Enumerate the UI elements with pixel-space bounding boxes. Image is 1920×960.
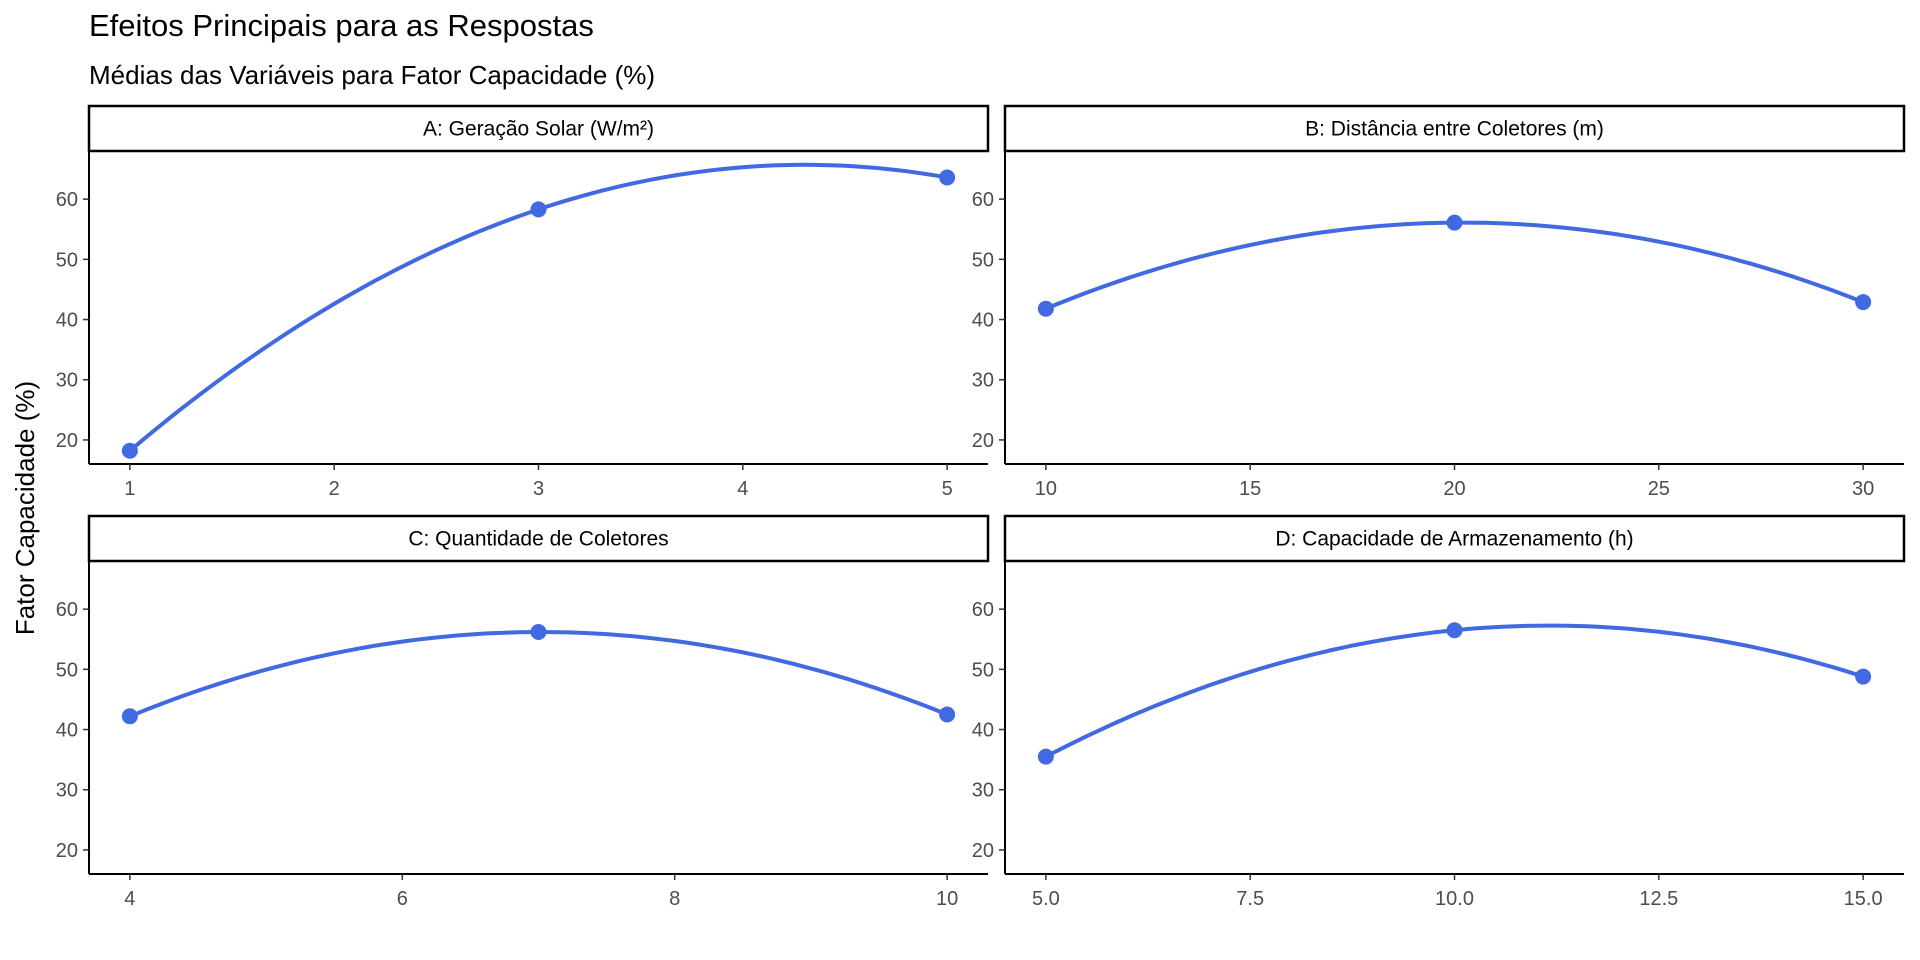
x-tick-label: 10 xyxy=(936,888,958,910)
data-point xyxy=(1446,214,1463,231)
y-tick-label: 30 xyxy=(56,370,78,392)
x-tick-label: 4 xyxy=(124,888,135,910)
y-tick-label: 40 xyxy=(972,720,994,742)
facet-panel: C: Quantidade de Coletores 20 30 40 50 60 4 6 8 1… xyxy=(56,514,990,910)
y-tick-label: 30 xyxy=(56,780,78,802)
data-point xyxy=(121,442,138,459)
x-tick-label: 30 xyxy=(1852,478,1874,500)
facet-strip xyxy=(1003,104,1906,153)
x-tick-label: 10 xyxy=(1035,478,1057,500)
y-tick-label: 40 xyxy=(56,310,78,332)
x-tick-label: 6 xyxy=(397,888,408,910)
x-tick-label: 20 xyxy=(1443,478,1465,500)
data-point xyxy=(1037,300,1054,317)
series-line xyxy=(129,630,948,719)
y-tick-label: 40 xyxy=(972,310,994,332)
x-tick-label: 2 xyxy=(329,478,340,500)
x-tick-label: 4 xyxy=(737,478,748,500)
data-point xyxy=(1855,668,1872,685)
x-tick-label: 15.0 xyxy=(1844,888,1883,910)
data-point xyxy=(530,201,547,218)
y-tick-label: 60 xyxy=(972,189,994,211)
x-tick-label: 1 xyxy=(124,478,135,500)
facet-strip xyxy=(87,514,990,563)
y-tick-label: 30 xyxy=(972,370,994,392)
x-tick-label: 10.0 xyxy=(1435,888,1474,910)
x-tick-label: 3 xyxy=(533,478,544,500)
y-axis-label: Fator Capacidade (%) xyxy=(10,381,40,635)
x-tick-label: 15 xyxy=(1239,478,1261,500)
facet-panel: A: Geração Solar (W/m²) 20 30 40 50 60 1 2 3 4 5 xyxy=(56,104,990,500)
y-tick-label: 50 xyxy=(972,659,994,681)
x-tick-label: 5 xyxy=(942,478,953,500)
facet-panel: B: Distância entre Coletores (m) 20 30 40 50… xyxy=(972,104,1906,500)
x-tick-label: 12.5 xyxy=(1639,888,1678,910)
y-tick-label: 60 xyxy=(56,189,78,211)
y-tick-label: 60 xyxy=(972,599,994,621)
facet-title: C: Quantidade de Coletores xyxy=(408,528,668,551)
x-tick-label: 7.5 xyxy=(1236,888,1264,910)
data-point xyxy=(1855,294,1872,311)
data-point xyxy=(1446,622,1463,639)
facet-title: B: Distância entre Coletores (m) xyxy=(1305,118,1604,141)
data-point xyxy=(1037,748,1054,765)
facet-title: A: Geração Solar (W/m²) xyxy=(423,118,654,141)
x-tick-label: 8 xyxy=(669,888,680,910)
y-tick-label: 60 xyxy=(56,599,78,621)
y-tick-label: 30 xyxy=(972,780,994,802)
data-point xyxy=(939,169,956,186)
series-line xyxy=(1045,220,1864,311)
y-tick-label: 20 xyxy=(972,430,994,452)
series-line xyxy=(1044,623,1864,759)
y-tick-label: 20 xyxy=(56,840,78,862)
data-point xyxy=(530,624,547,641)
y-tick-label: 50 xyxy=(972,249,994,271)
y-tick-label: 50 xyxy=(56,659,78,681)
facet-title: D: Capacidade de Armazenamento (h) xyxy=(1275,528,1633,551)
facet-strip xyxy=(1003,514,1906,563)
data-point xyxy=(939,706,956,723)
facet-panel: D: Capacidade de Armazenamento (h) 20 30 40… xyxy=(972,514,1906,910)
y-tick-label: 20 xyxy=(56,430,78,452)
y-tick-label: 40 xyxy=(56,720,78,742)
x-tick-label: 5.0 xyxy=(1032,888,1060,910)
data-point xyxy=(121,708,138,725)
chart-subtitle: Médias das Variáveis para Fator Capacida… xyxy=(89,60,656,90)
y-tick-label: 20 xyxy=(972,840,994,862)
x-tick-label: 25 xyxy=(1648,478,1670,500)
chart-title: Efeitos Principais para as Respostas xyxy=(89,8,594,43)
y-tick-label: 50 xyxy=(56,249,78,271)
facet-strip xyxy=(87,104,990,153)
